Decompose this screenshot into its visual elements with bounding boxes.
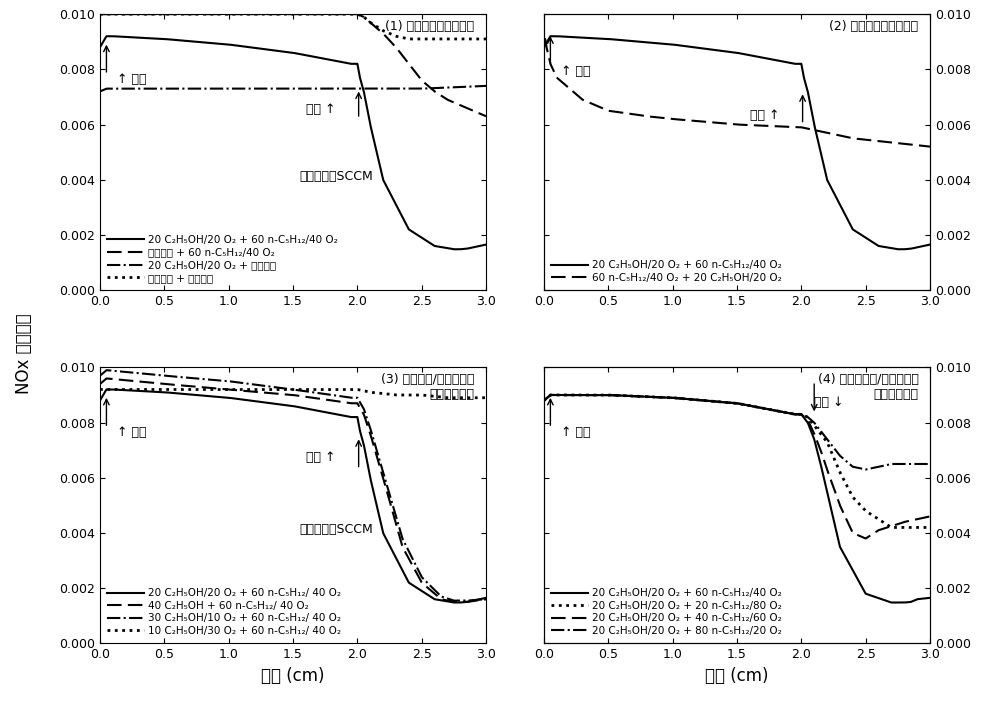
Legend: 20 C₂H₅OH/20 O₂ + 60 n-C₅H₁₂/ 40 O₂, 40 C₂H₅OH + 60 n-C₅H₁₂/ 40 O₂, 30 C₂H₅OH/10: 20 C₂H₅OH/20 O₂ + 60 n-C₅H₁₂/ 40 O₂, 40 … bbox=[103, 584, 345, 641]
X-axis label: 距离 (cm): 距离 (cm) bbox=[705, 667, 769, 685]
Legend: 20 C₂H₅OH/20 O₂ + 60 n-C₅H₁₂/40 O₂, 20 C₂H₅OH/20 O₂ + 20 n-C₅H₁₂/80 O₂, 20 C₂H₅O: 20 C₂H₅OH/20 O₂ + 60 n-C₅H₁₂/40 O₂, 20 C… bbox=[547, 584, 786, 641]
Text: 流量单位：SCCM: 流量单位：SCCM bbox=[299, 170, 373, 182]
Text: ↑ 前喷: ↑ 前喷 bbox=[561, 426, 590, 439]
Text: (3) 前喷乙醇/氧气当量比
变化情况对比: (3) 前喷乙醇/氧气当量比 变化情况对比 bbox=[381, 373, 474, 401]
Text: NOx 摩尔分数: NOx 摩尔分数 bbox=[15, 313, 33, 394]
Text: (1) 前后喷添加与否对比: (1) 前后喷添加与否对比 bbox=[385, 20, 474, 33]
Text: 后喷 ↑: 后喷 ↑ bbox=[750, 109, 779, 122]
Text: 流量单位：SCCM: 流量单位：SCCM bbox=[299, 523, 373, 536]
Legend: 20 C₂H₅OH/20 O₂ + 60 n-C₅H₁₂/40 O₂, 前端不喷 + 60 n-C₅H₁₂/40 O₂, 20 C₂H₅OH/20 O₂ + 后: 20 C₂H₅OH/20 O₂ + 60 n-C₅H₁₂/40 O₂, 前端不喷… bbox=[103, 231, 342, 287]
X-axis label: 距离 (cm): 距离 (cm) bbox=[261, 667, 325, 685]
Legend: 20 C₂H₅OH/20 O₂ + 60 n-C₅H₁₂/40 O₂, 60 n-C₅H₁₂/40 O₂ + 20 C₂H₅OH/20 O₂: 20 C₂H₅OH/20 O₂ + 60 n-C₅H₁₂/40 O₂, 60 n… bbox=[547, 256, 786, 287]
Text: 后喷 ↓: 后喷 ↓ bbox=[814, 396, 844, 409]
Text: (4) 后喷正戊烷/氧气当量比
变化情况对比: (4) 后喷正戊烷/氧气当量比 变化情况对比 bbox=[818, 373, 918, 401]
Text: ↑ 前喷: ↑ 前喷 bbox=[117, 73, 146, 86]
Text: ↑ 前喷: ↑ 前喷 bbox=[561, 65, 590, 78]
Text: 后喷 ↑: 后喷 ↑ bbox=[306, 451, 335, 464]
Text: 后喷 ↑: 后喷 ↑ bbox=[306, 103, 335, 117]
Text: ↑ 前喷: ↑ 前喷 bbox=[117, 426, 146, 439]
Text: (2) 前后喷正置倒置对比: (2) 前后喷正置倒置对比 bbox=[829, 20, 918, 33]
